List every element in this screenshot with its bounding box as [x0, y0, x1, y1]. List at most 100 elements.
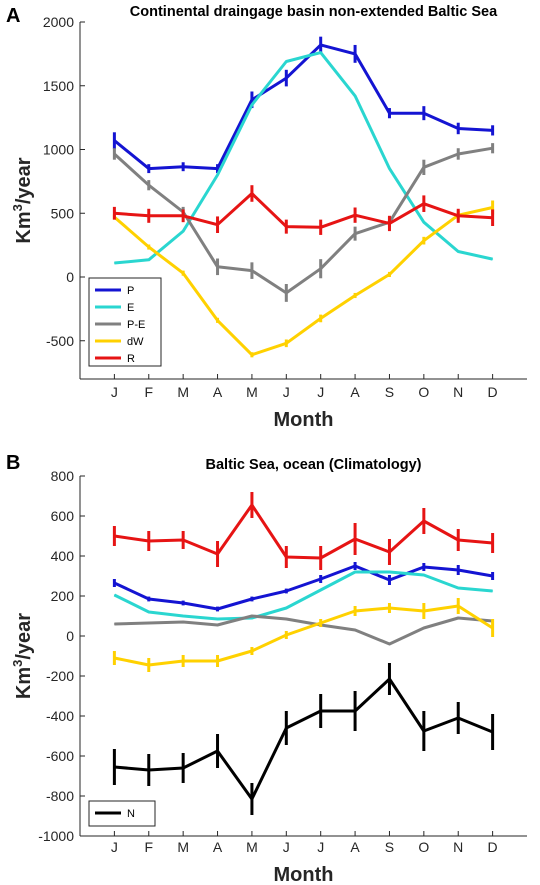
y-axis-label-base: Km — [13, 667, 35, 699]
data-point — [320, 589, 322, 591]
data-point — [285, 634, 287, 636]
x-tick-label: F — [144, 839, 153, 855]
x-tick-label: J — [283, 839, 290, 855]
series-e — [113, 51, 494, 265]
x-tick-label: N — [453, 384, 463, 400]
data-point — [457, 251, 459, 252]
y-axis-label: Km3/year — [10, 157, 35, 243]
data-point — [354, 571, 356, 573]
data-point — [285, 618, 287, 620]
series-line — [114, 677, 494, 801]
data-point — [320, 578, 322, 580]
data-point — [457, 717, 459, 719]
x-tick-label: A — [350, 384, 360, 400]
data-point — [251, 504, 253, 506]
data-point — [492, 147, 494, 149]
data-point — [285, 556, 287, 558]
x-tick-label: J — [111, 839, 118, 855]
data-point — [320, 622, 322, 624]
data-point — [423, 520, 425, 522]
y-axis-label-base: Km — [13, 211, 35, 243]
data-point — [251, 650, 253, 652]
legend-label: P — [127, 285, 134, 297]
y-tick-label: 500 — [51, 205, 75, 221]
data-point — [251, 617, 253, 619]
data-point — [388, 273, 390, 275]
x-tick-label: M — [246, 839, 258, 855]
data-point — [182, 215, 184, 217]
data-point — [354, 610, 356, 612]
x-tick-label: A — [213, 384, 223, 400]
x-tick-label: A — [350, 839, 360, 855]
data-point — [217, 624, 219, 626]
data-point — [113, 766, 115, 768]
data-point — [320, 226, 322, 228]
data-point — [217, 750, 219, 752]
data-point — [423, 203, 425, 205]
data-point — [148, 215, 150, 217]
legend-box — [88, 277, 162, 367]
data-point — [113, 623, 115, 625]
x-tick-label: M — [177, 384, 189, 400]
y-tick-label: -1000 — [38, 828, 74, 844]
y-axis-label: Km3/year — [10, 613, 35, 699]
data-point — [457, 605, 459, 607]
data-point — [388, 222, 390, 224]
x-tick-label: M — [246, 384, 258, 400]
y-tick-label: -500 — [46, 333, 74, 349]
series-e — [113, 570, 494, 621]
series-n — [112, 663, 495, 815]
panel-label: A — [6, 5, 20, 27]
data-point — [492, 258, 494, 260]
data-point — [388, 607, 390, 609]
data-point — [320, 52, 322, 54]
data-point — [354, 538, 356, 540]
data-point — [113, 594, 115, 596]
data-point — [113, 212, 115, 214]
x-tick-label: J — [283, 384, 290, 400]
legend-label: P-E — [127, 319, 145, 331]
data-point — [182, 166, 184, 168]
data-point — [113, 262, 115, 264]
data-point — [285, 292, 287, 294]
data-point — [148, 184, 150, 186]
y-tick-label: 0 — [66, 628, 74, 644]
data-point — [251, 270, 253, 272]
series-line — [114, 614, 493, 646]
data-point — [182, 272, 184, 274]
data-point — [113, 582, 115, 584]
series-dw — [112, 200, 495, 358]
data-point — [492, 627, 494, 629]
y-tick-label: 2000 — [43, 14, 74, 30]
data-point — [457, 617, 459, 619]
y-tick-label: -800 — [46, 788, 74, 804]
y-tick-label: 1000 — [43, 142, 74, 158]
data-point — [423, 221, 425, 223]
y-tick-label: 400 — [51, 548, 75, 564]
series-line — [114, 192, 493, 229]
data-point — [354, 53, 356, 55]
data-point — [182, 660, 184, 662]
y-tick-label: 1500 — [43, 78, 74, 94]
data-point — [182, 230, 184, 232]
data-point — [217, 174, 219, 176]
data-point — [113, 535, 115, 537]
data-point — [182, 767, 184, 769]
data-point — [388, 579, 390, 581]
data-point — [423, 610, 425, 612]
y-axis-label-unit: /year — [13, 157, 35, 204]
x-tick-label: S — [385, 384, 394, 400]
data-point — [217, 319, 219, 321]
data-point — [457, 153, 459, 155]
y-tick-label: 200 — [51, 588, 75, 604]
series-p — [112, 36, 495, 174]
series-line — [114, 503, 493, 560]
data-point — [148, 769, 150, 771]
data-point — [354, 95, 356, 97]
data-point — [492, 129, 494, 131]
data-point — [217, 266, 219, 268]
data-point — [457, 587, 459, 589]
data-point — [388, 112, 390, 114]
data-point — [251, 798, 253, 800]
